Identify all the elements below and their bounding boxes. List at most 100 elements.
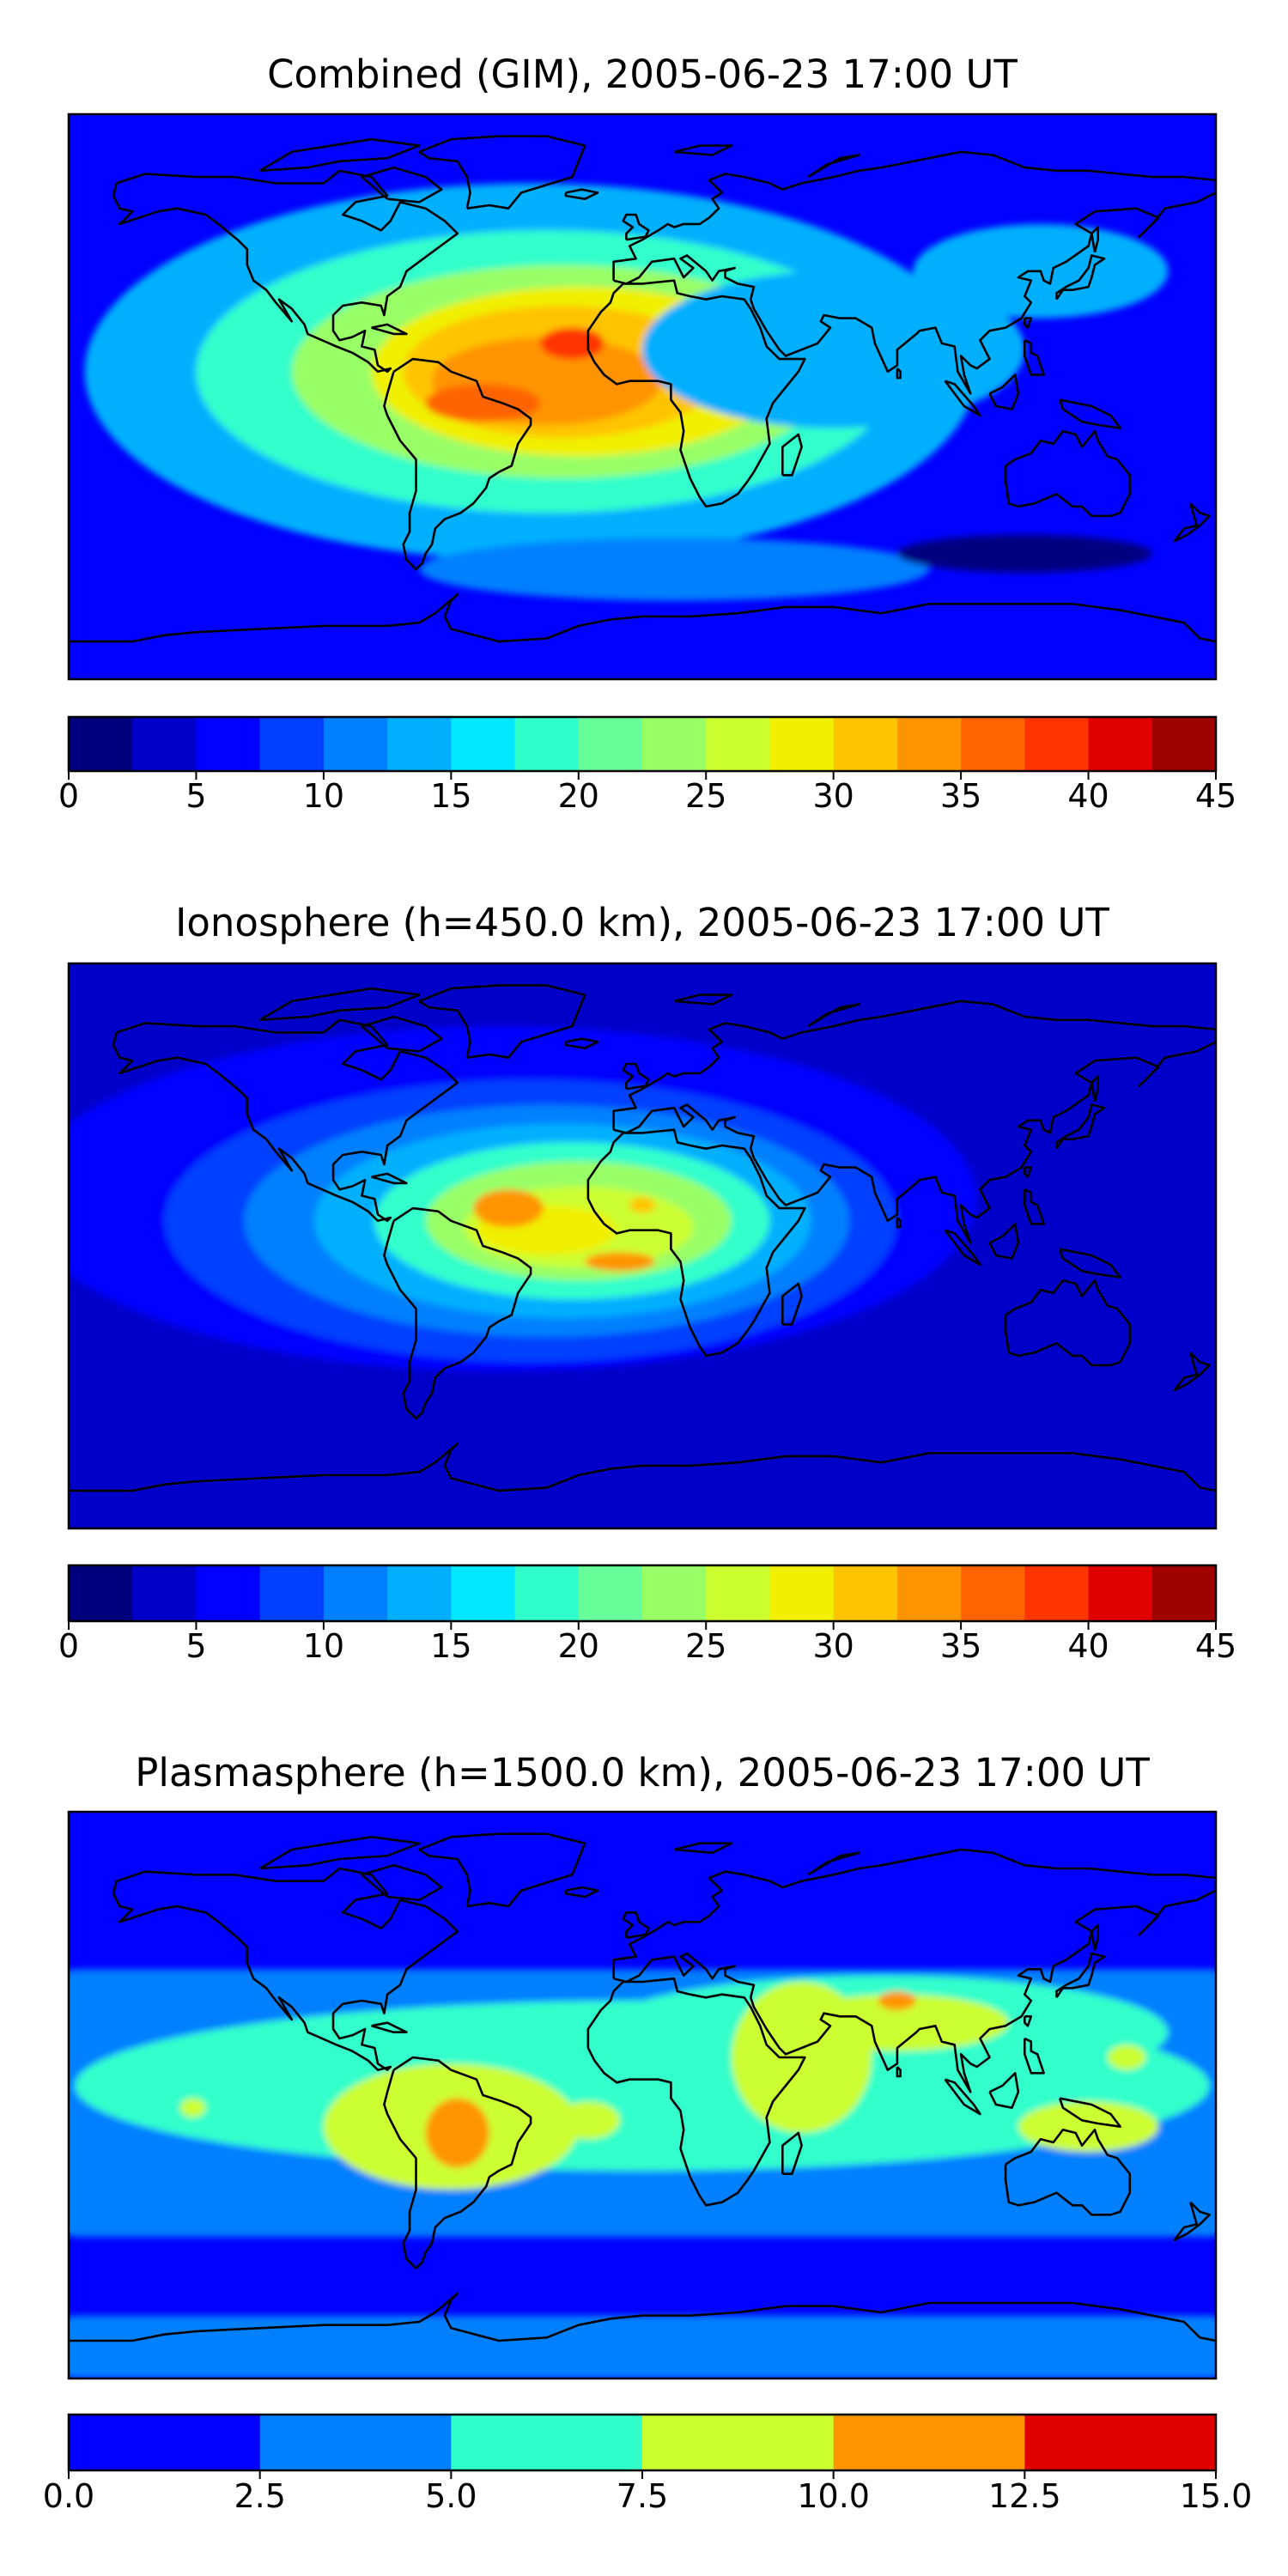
colorbar-swatch bbox=[1024, 1565, 1090, 1621]
coastline-philippines bbox=[1024, 1188, 1045, 1225]
coastline-greenland bbox=[417, 1832, 586, 1908]
contour-region bbox=[540, 327, 605, 360]
colorbar-tick-label: 35 bbox=[940, 777, 981, 815]
coastline-south-america bbox=[383, 2056, 532, 2269]
colorbar-frame bbox=[67, 1564, 1218, 1623]
colorbar-swatch bbox=[642, 1565, 707, 1621]
colorbar-tick-label: 2.5 bbox=[234, 2477, 285, 2515]
coastline-baffin-island bbox=[361, 1864, 443, 1901]
coastline-sri-lanka bbox=[896, 1217, 902, 1229]
contour-field bbox=[69, 963, 1216, 1528]
colorbar-swatch bbox=[69, 1565, 133, 1621]
coastline-australia bbox=[1004, 1279, 1132, 1367]
coastline-british-isles bbox=[622, 213, 650, 241]
coastline-arctic-islands bbox=[259, 137, 421, 173]
colorbar-swatch bbox=[451, 2415, 643, 2470]
coastline-novaya-zemlya bbox=[807, 1851, 860, 1876]
coastline-eurasia bbox=[612, 1848, 1216, 2093]
colorbar-swatch bbox=[642, 717, 707, 771]
contour-region bbox=[425, 2098, 489, 2168]
colorbar-swatch bbox=[642, 2415, 835, 2470]
coastline-philippines bbox=[1024, 339, 1045, 376]
colorbar-swatch bbox=[1024, 717, 1090, 771]
coastline-eurasia bbox=[612, 999, 1216, 1244]
coastline-sumatra bbox=[944, 1229, 981, 1267]
coastline-sakhalin bbox=[1091, 226, 1099, 253]
colorbar-swatch bbox=[706, 1565, 771, 1621]
colorbar-swatch bbox=[769, 717, 835, 771]
colorbar: 0.0 2.5 5.0 7.5 10.0 12.5 15.0 bbox=[43, 2413, 1252, 2515]
colorbar-swatch bbox=[1151, 1565, 1217, 1621]
contour-region bbox=[179, 2098, 206, 2117]
coastline-novaya-zemlya bbox=[807, 1003, 860, 1028]
panel-1: Combined (GIM), 2005-06-23 17:00 UT 0 5 10 1… bbox=[58, 52, 1236, 815]
colorbar-swatch bbox=[514, 717, 580, 771]
coastline-cuba bbox=[371, 2021, 408, 2033]
colorbar-swatch bbox=[132, 717, 197, 771]
coastline-africa bbox=[586, 1128, 806, 1358]
coastline-svalbard bbox=[673, 993, 733, 1005]
colorbar-swatch bbox=[578, 717, 643, 771]
coastline-north-america bbox=[112, 1867, 459, 2071]
coastline-baffin-island bbox=[361, 1015, 443, 1053]
colorbar-tick-label: 0 bbox=[58, 1627, 79, 1665]
coastline-borneo bbox=[988, 374, 1020, 410]
colorbar-swatch bbox=[514, 1565, 580, 1621]
coastline-madagascar bbox=[781, 433, 803, 477]
colorbar-swatch bbox=[451, 717, 516, 771]
colorbar-tick-label: 45 bbox=[1195, 1627, 1236, 1665]
colorbar-swatch bbox=[1151, 717, 1217, 771]
colorbar-tick-label: 10 bbox=[303, 1627, 344, 1665]
colorbar-swatch bbox=[961, 1565, 1025, 1621]
contour-region bbox=[556, 2101, 621, 2140]
coastline-cuba bbox=[371, 1172, 408, 1185]
map-frame bbox=[67, 962, 1218, 1530]
colorbar-swatch bbox=[833, 2415, 1025, 2470]
coastline-greenland bbox=[417, 984, 586, 1059]
coastline-antarctica bbox=[69, 592, 1216, 643]
contour-region bbox=[896, 534, 1152, 573]
contour-region bbox=[1107, 2044, 1146, 2070]
contour-band bbox=[69, 2315, 1216, 2379]
coastline-taiwan bbox=[1024, 317, 1033, 329]
colorbar-tick-label: 12.5 bbox=[988, 2477, 1061, 2515]
panel-title: Combined (GIM), 2005-06-23 17:00 UT bbox=[267, 52, 1018, 97]
colorbar-swatch bbox=[387, 717, 452, 771]
colorbar: 0 5 10 15 20 25 30 35 40 45 bbox=[58, 715, 1236, 815]
colorbar-tick-label: 5 bbox=[185, 777, 206, 815]
coastline-iceland bbox=[564, 1886, 599, 1899]
colorbar-swatch bbox=[896, 717, 962, 771]
colorbar-swatch bbox=[1088, 1565, 1153, 1621]
contour-region bbox=[642, 270, 1025, 428]
contour-region bbox=[585, 1252, 655, 1272]
colorbar-swatch bbox=[896, 1565, 962, 1621]
colorbar: 0 5 10 15 20 25 30 35 40 45 bbox=[58, 1564, 1236, 1665]
colorbar-tick-label: 15 bbox=[430, 1627, 471, 1665]
coastline-arctic-islands bbox=[259, 1836, 421, 1870]
colorbar-swatch bbox=[833, 1565, 898, 1621]
coastline-new-guinea bbox=[1058, 2097, 1121, 2128]
colorbar-tick-label: 30 bbox=[812, 1627, 854, 1665]
coastline-south-america bbox=[383, 357, 532, 571]
coastline-eurasia bbox=[612, 150, 1216, 395]
colorbar-swatch bbox=[833, 717, 898, 771]
colorbar-swatch bbox=[1024, 2415, 1217, 2470]
contour-region bbox=[473, 1189, 544, 1228]
coastline-baffin-island bbox=[361, 166, 443, 204]
coastline-philippines bbox=[1024, 2037, 1045, 2075]
contour-region bbox=[786, 1994, 1009, 2051]
coastline-madagascar bbox=[781, 2131, 803, 2175]
colorbar-frame bbox=[67, 715, 1218, 773]
coastline-south-america bbox=[383, 1206, 532, 1420]
colorbar-swatch bbox=[259, 1565, 325, 1621]
coastline-antarctica bbox=[69, 1443, 1216, 1492]
coastline-new-zealand bbox=[1173, 502, 1211, 543]
panel-title: Plasmasphere (h=1500.0 km), 2005-06-23 1… bbox=[135, 1750, 1150, 1795]
coastline-sumatra bbox=[944, 380, 981, 417]
coastline-greenland bbox=[417, 135, 586, 210]
coastline-japan bbox=[1055, 254, 1106, 301]
coastline-new-zealand bbox=[1173, 1352, 1211, 1392]
contour-field bbox=[69, 114, 1216, 679]
coastline-british-isles bbox=[622, 1062, 650, 1091]
coastline-sumatra bbox=[944, 2078, 981, 2116]
